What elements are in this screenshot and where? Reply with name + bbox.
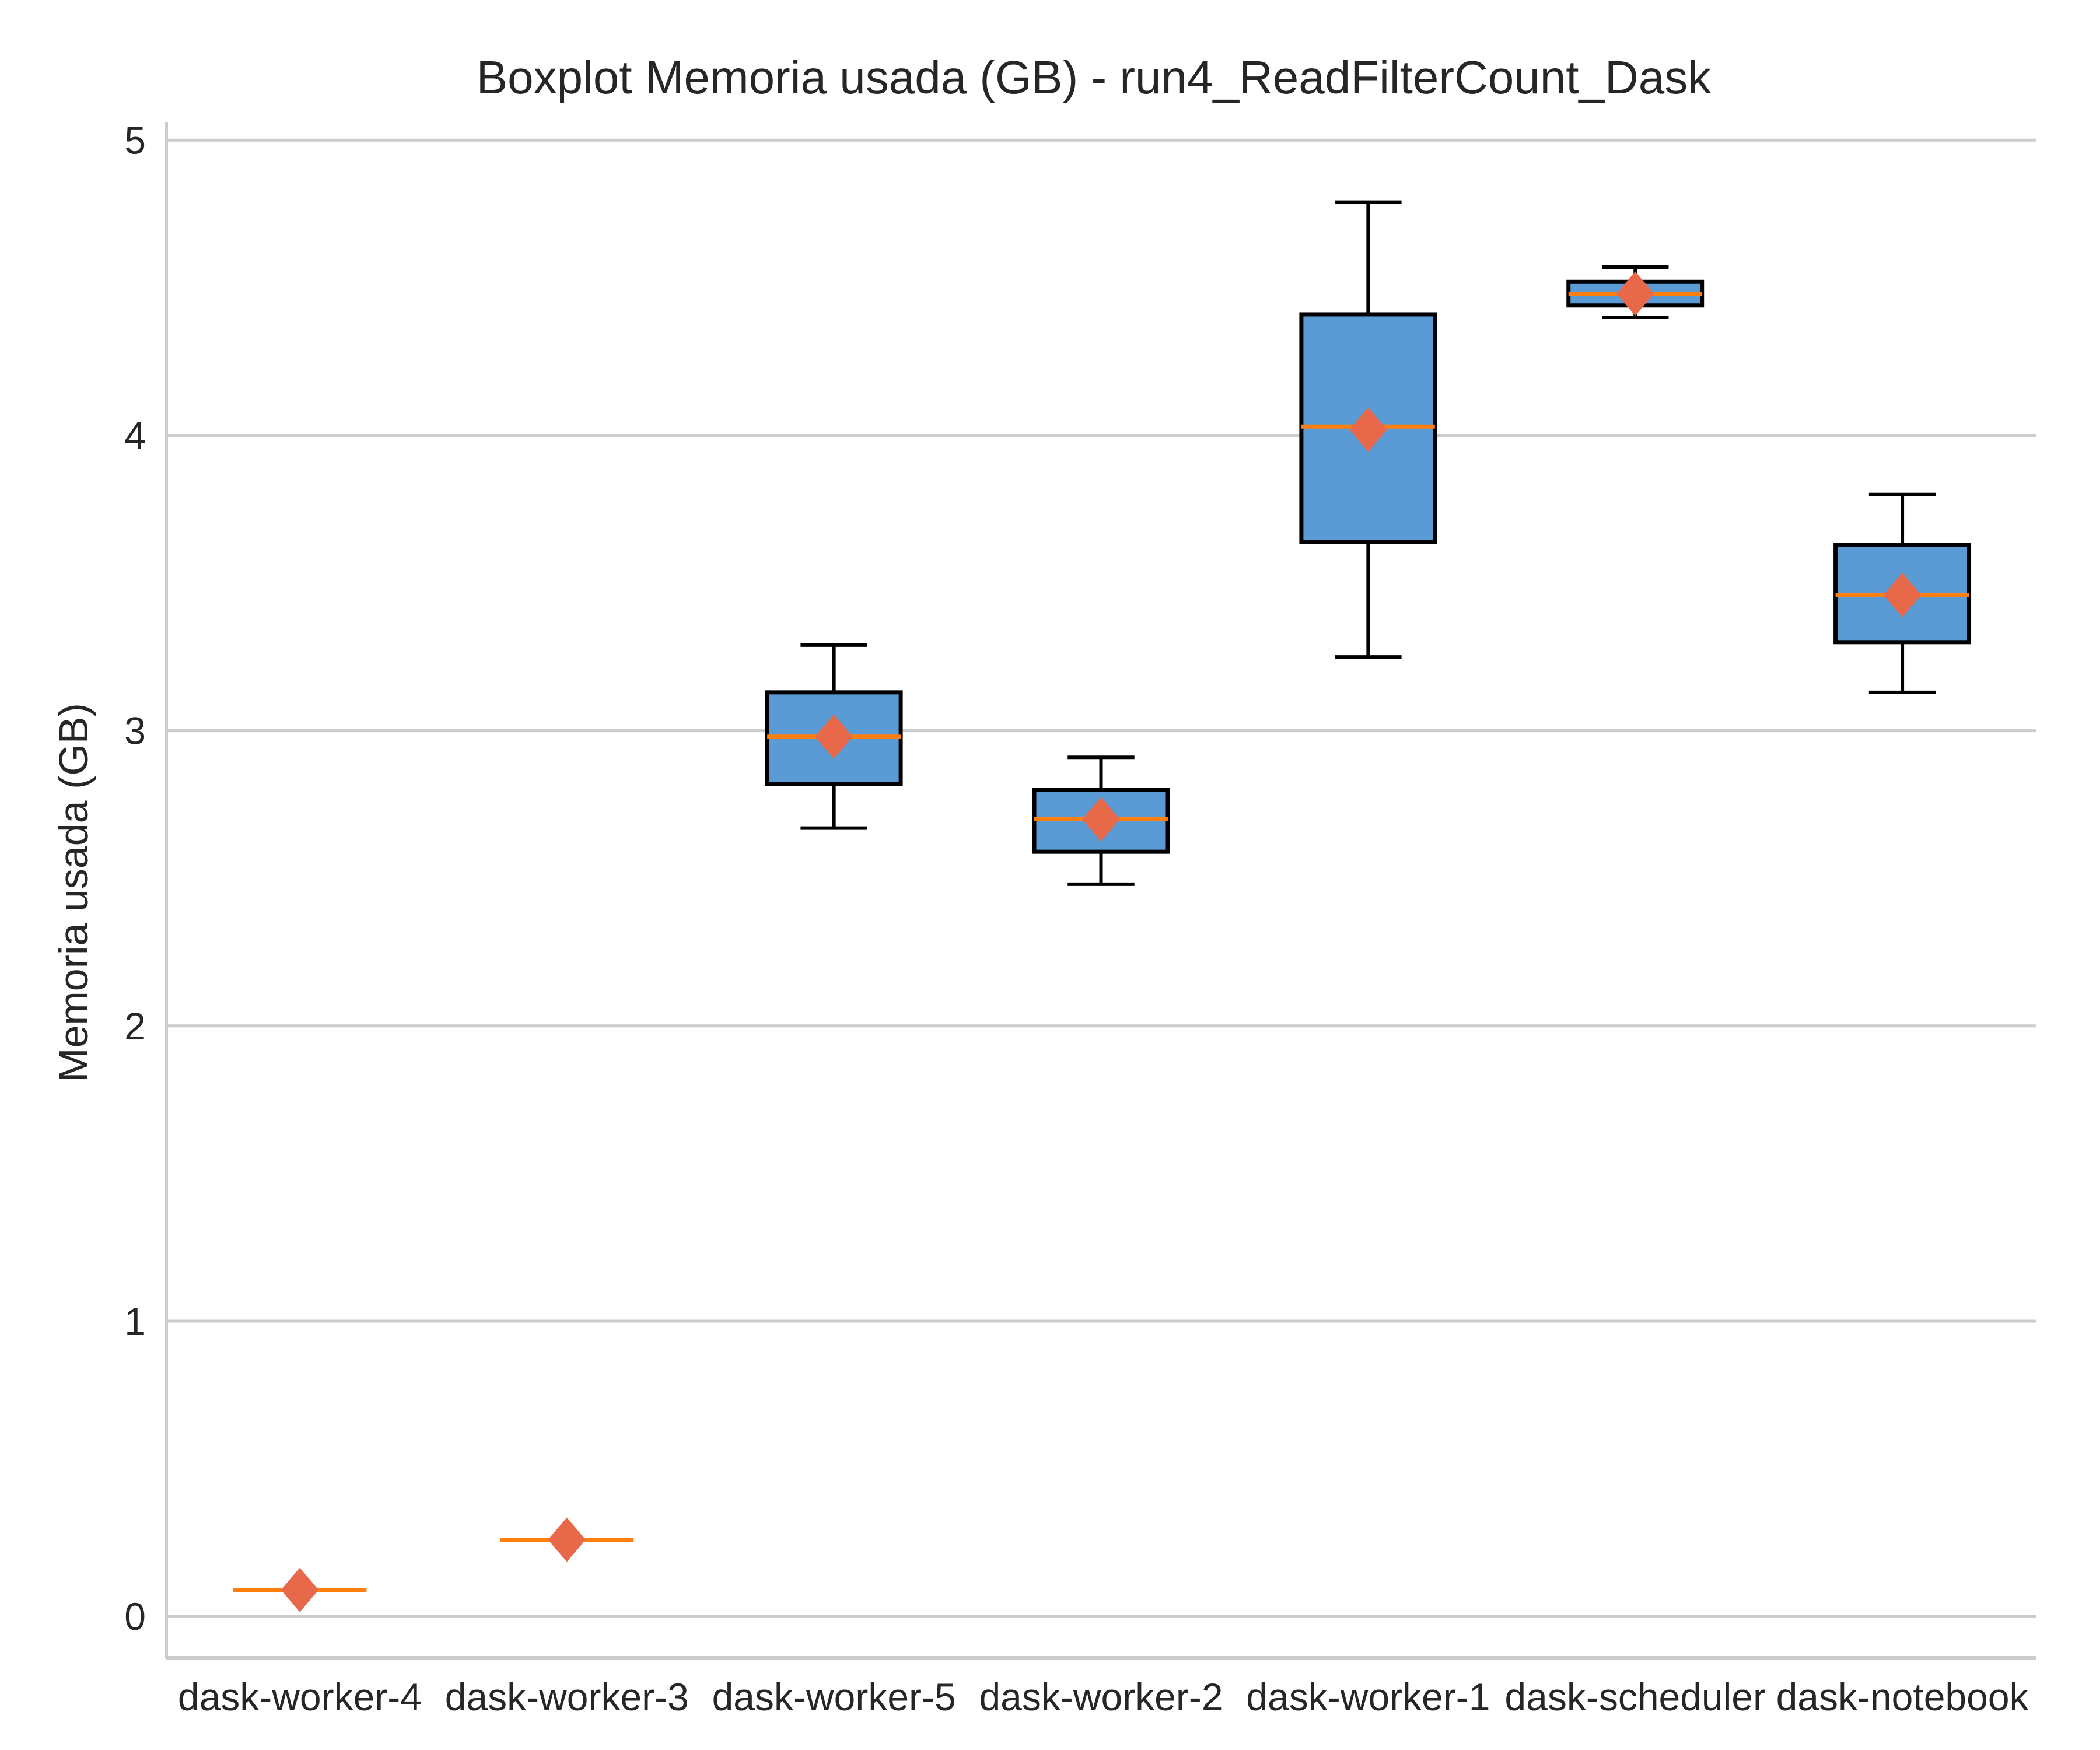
mean-marker [281, 1567, 319, 1612]
y-tick-labels: 0 1 2 3 4 5 [124, 118, 146, 1638]
mean-marker [548, 1517, 586, 1562]
mean-marker [1883, 572, 1922, 617]
x-tick-label-dask-worker-3: dask-worker-3 [445, 1675, 689, 1718]
box-dask-worker-5 [765, 643, 903, 830]
box-dask-notebook [1833, 492, 1972, 694]
y-tick-label-1: 1 [124, 1300, 146, 1343]
box-dask-worker-3 [500, 1517, 634, 1562]
y-tick-label-4: 4 [124, 414, 146, 457]
y-tick-label-0: 0 [124, 1595, 146, 1638]
mean-marker [1082, 797, 1120, 842]
y-tick-label-5: 5 [124, 118, 146, 162]
box-dask-worker-4 [233, 1567, 367, 1612]
axes [164, 123, 2036, 1660]
box-dask-scheduler [1566, 265, 1704, 320]
box-dask-worker-2 [1032, 755, 1170, 886]
mean-marker [1616, 271, 1654, 316]
mean-marker [815, 714, 853, 759]
mean-marker [1349, 407, 1387, 452]
y-tick-label-2: 2 [124, 1005, 146, 1048]
y-grid [166, 138, 2036, 1618]
boxes [233, 200, 1972, 1612]
y-tick-label-3: 3 [124, 709, 146, 752]
x-tick-label-dask-worker-4: dask-worker-4 [178, 1675, 422, 1718]
x-tick-labels: dask-worker-4 dask-worker-3 dask-worker-5 d… [178, 1675, 2029, 1718]
x-tick-label-dask-scheduler: dask-scheduler [1504, 1675, 1766, 1718]
x-tick-label-dask-worker-5: dask-worker-5 [712, 1675, 956, 1718]
x-tick-label-dask-notebook: dask-notebook [1776, 1675, 2029, 1718]
box-dask-worker-1 [1299, 200, 1437, 659]
x-tick-label-dask-worker-2: dask-worker-2 [979, 1675, 1223, 1718]
x-tick-label-dask-worker-1: dask-worker-1 [1246, 1675, 1490, 1718]
y-axis-label: Memoria usada (GB) [51, 703, 96, 1082]
chart-title: Boxplot Memoria usada (GB) - run4_ReadFi… [477, 51, 1712, 103]
